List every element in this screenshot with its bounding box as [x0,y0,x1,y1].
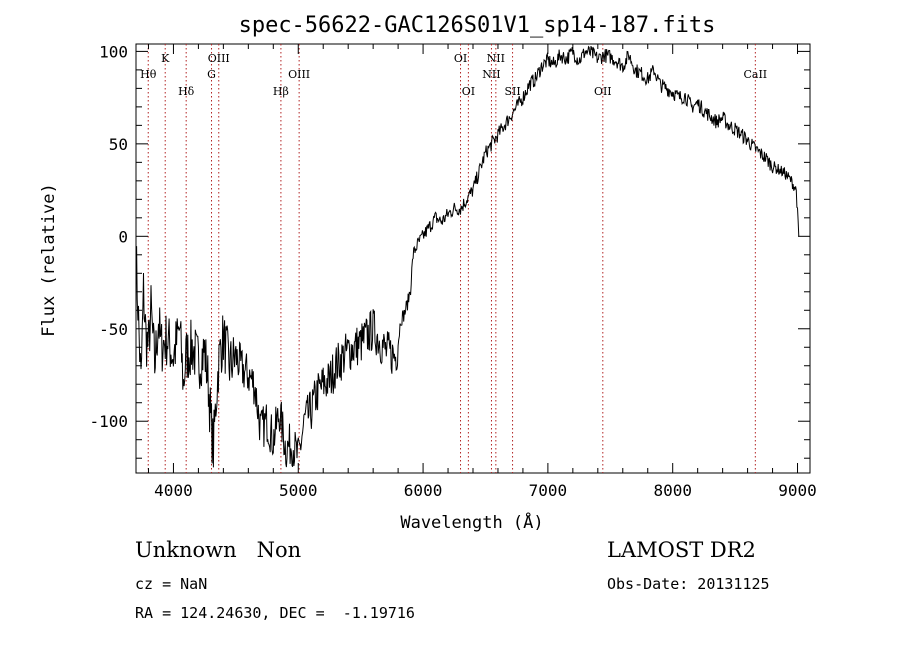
y-tick-label: 0 [118,227,128,246]
spectral-line-label: OI [462,85,475,98]
y-tick-label: -100 [89,412,128,431]
spectral-line-label: Hβ [273,85,289,98]
flux-series-line [135,45,800,468]
x-axis-label: Wavelength (Å) [400,511,543,533]
coordinates: RA = 124.24630, DEC = -1.19716 [135,604,415,622]
y-axis-label: Flux (relative) [39,183,59,337]
spectral-line-label: G [207,68,216,81]
object-class: Unknown Non [135,538,302,562]
spectral-line-label: K [161,52,170,65]
x-tick-label: 6000 [404,481,443,500]
x-tick-label: 5000 [279,481,318,500]
x-axis-ticks: 4000 5000 6000 7000 8000 9000 [147,44,817,500]
redshift-cz: cz = NaN [135,575,208,593]
spectral-line-label: CaII [743,68,767,81]
spectral-line-label: NII [487,52,505,65]
plot-frame [135,43,811,474]
spectral-line-label: SII [504,85,520,98]
spectral-line-label: OIII [288,68,310,81]
spectral-line-label: Hθ [140,68,157,81]
chart-title: spec-56622-GAC126S01V1_sp14-187.fits [239,13,716,38]
spectral-line-label: OIII [208,52,230,65]
x-tick-label: 9000 [778,481,817,500]
y-tick-label: 50 [109,135,128,154]
x-tick-label: 8000 [653,481,692,500]
spectral-line-label: OII [594,85,612,98]
survey-name: LAMOST DR2 [607,538,756,562]
spectral-line-label: Hδ [178,85,195,98]
y-tick-label: -50 [99,320,128,339]
spectral-line-label: OI [454,52,467,65]
observation-date: Obs-Date: 20131125 [607,575,770,593]
y-tick-label: 100 [99,42,128,61]
x-tick-label: 7000 [529,481,568,500]
spectral-line-label: NII [482,68,500,81]
spectral-line-markers: Hθ K Hδ G OIII Hβ OIII OI OI NII NII SII OII CaII [140,44,767,473]
x-tick-label: 4000 [154,481,193,500]
